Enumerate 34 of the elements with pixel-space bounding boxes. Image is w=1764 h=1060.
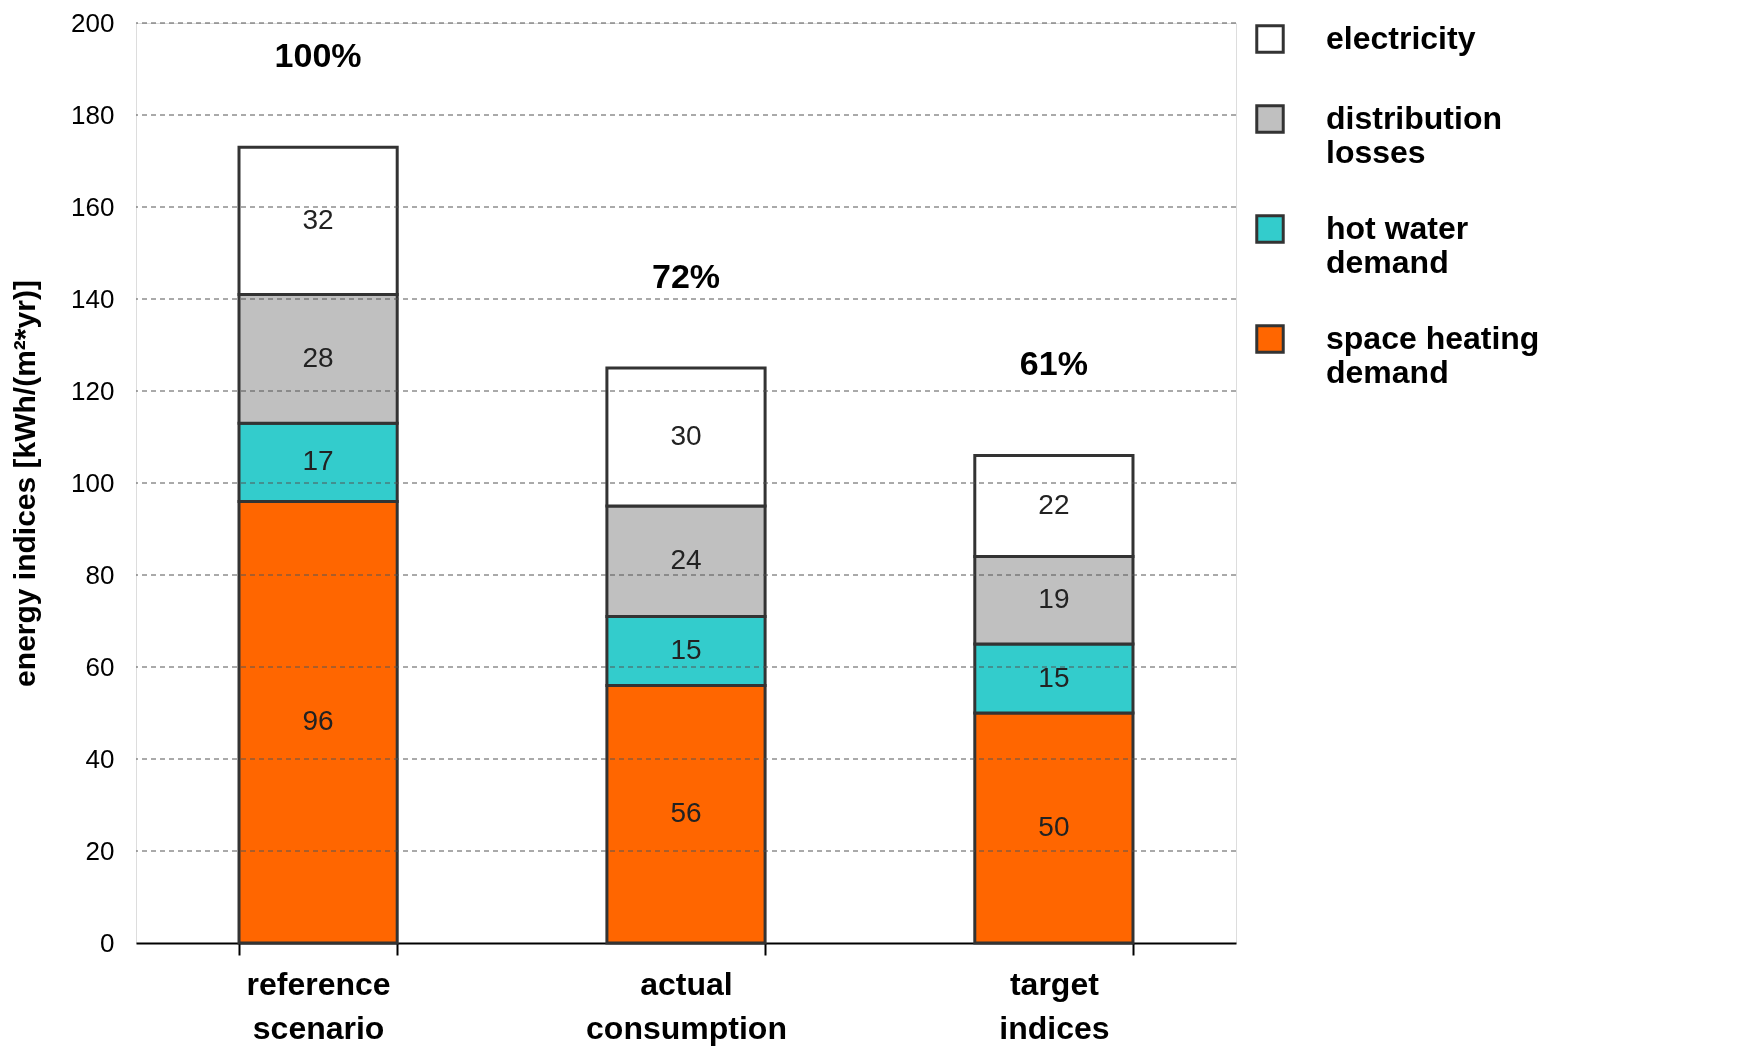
legend-label: electricity (1326, 20, 1476, 56)
annotation: 61% (1019, 344, 1088, 383)
annotation: 72% (651, 257, 721, 295)
y-tick-label: 20 (85, 835, 115, 866)
y-tick-label: 60 (85, 651, 115, 682)
y-tick-label: 0 (100, 927, 115, 958)
data-label: 22 (1038, 489, 1070, 520)
y-tick-label: 160 (71, 191, 115, 222)
data-label: 28 (302, 341, 334, 373)
legend-label: hot water demand (1326, 210, 1469, 280)
y-tick-label: 40 (85, 743, 115, 774)
y-tick-label: 80 (85, 559, 115, 590)
data-label: 50 (1038, 811, 1070, 842)
x-tick-label: target indices (999, 965, 1110, 1046)
data-label: 24 (670, 544, 702, 576)
annotation: 100% (274, 36, 362, 75)
y-tick-label: 200 (71, 7, 115, 38)
y-tick-label: 180 (71, 99, 115, 130)
data-label: 96 (302, 705, 334, 737)
y-axis-title: energy indices [kWh/(m²*yr)] (8, 280, 42, 687)
legend-label: space heating demand (1326, 320, 1540, 390)
data-label: 17 (302, 445, 334, 477)
data-label: 32 (302, 203, 334, 235)
data-label: 30 (670, 420, 702, 451)
data-label: 15 (670, 633, 702, 665)
data-label: 15 (1038, 661, 1070, 693)
legend-label: distribution losses (1326, 100, 1502, 170)
y-tick-label: 100 (71, 467, 115, 498)
x-tick-label: reference scenario (246, 965, 391, 1046)
y-tick-label: 140 (71, 283, 115, 314)
data-label: 19 (1038, 583, 1070, 615)
x-tick-label: actual consumption (586, 965, 787, 1046)
data-label: 56 (670, 797, 702, 829)
y-tick-label: 120 (71, 375, 115, 406)
